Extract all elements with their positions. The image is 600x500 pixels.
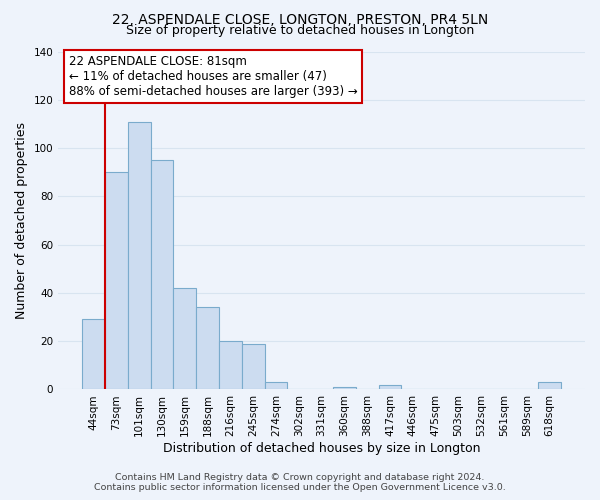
Bar [265, 382, 287, 390]
Bar [128, 122, 151, 390]
Text: Size of property relative to detached houses in Longton: Size of property relative to detached ho… [126, 24, 474, 37]
Text: Contains HM Land Registry data © Crown copyright and database right 2024.
Contai: Contains HM Land Registry data © Crown c… [94, 473, 506, 492]
Text: 22 ASPENDALE CLOSE: 81sqm
← 11% of detached houses are smaller (47)
88% of semi-: 22 ASPENDALE CLOSE: 81sqm ← 11% of detac… [69, 55, 358, 98]
Bar [219, 341, 242, 390]
Bar [242, 344, 265, 390]
X-axis label: Distribution of detached houses by size in Longton: Distribution of detached houses by size … [163, 442, 481, 455]
Bar [333, 387, 356, 390]
Text: 22, ASPENDALE CLOSE, LONGTON, PRESTON, PR4 5LN: 22, ASPENDALE CLOSE, LONGTON, PRESTON, P… [112, 12, 488, 26]
Bar [196, 308, 219, 390]
Y-axis label: Number of detached properties: Number of detached properties [15, 122, 28, 319]
Bar [538, 382, 561, 390]
Bar [173, 288, 196, 390]
Bar [82, 320, 105, 390]
Bar [151, 160, 173, 390]
Bar [379, 384, 401, 390]
Bar [105, 172, 128, 390]
